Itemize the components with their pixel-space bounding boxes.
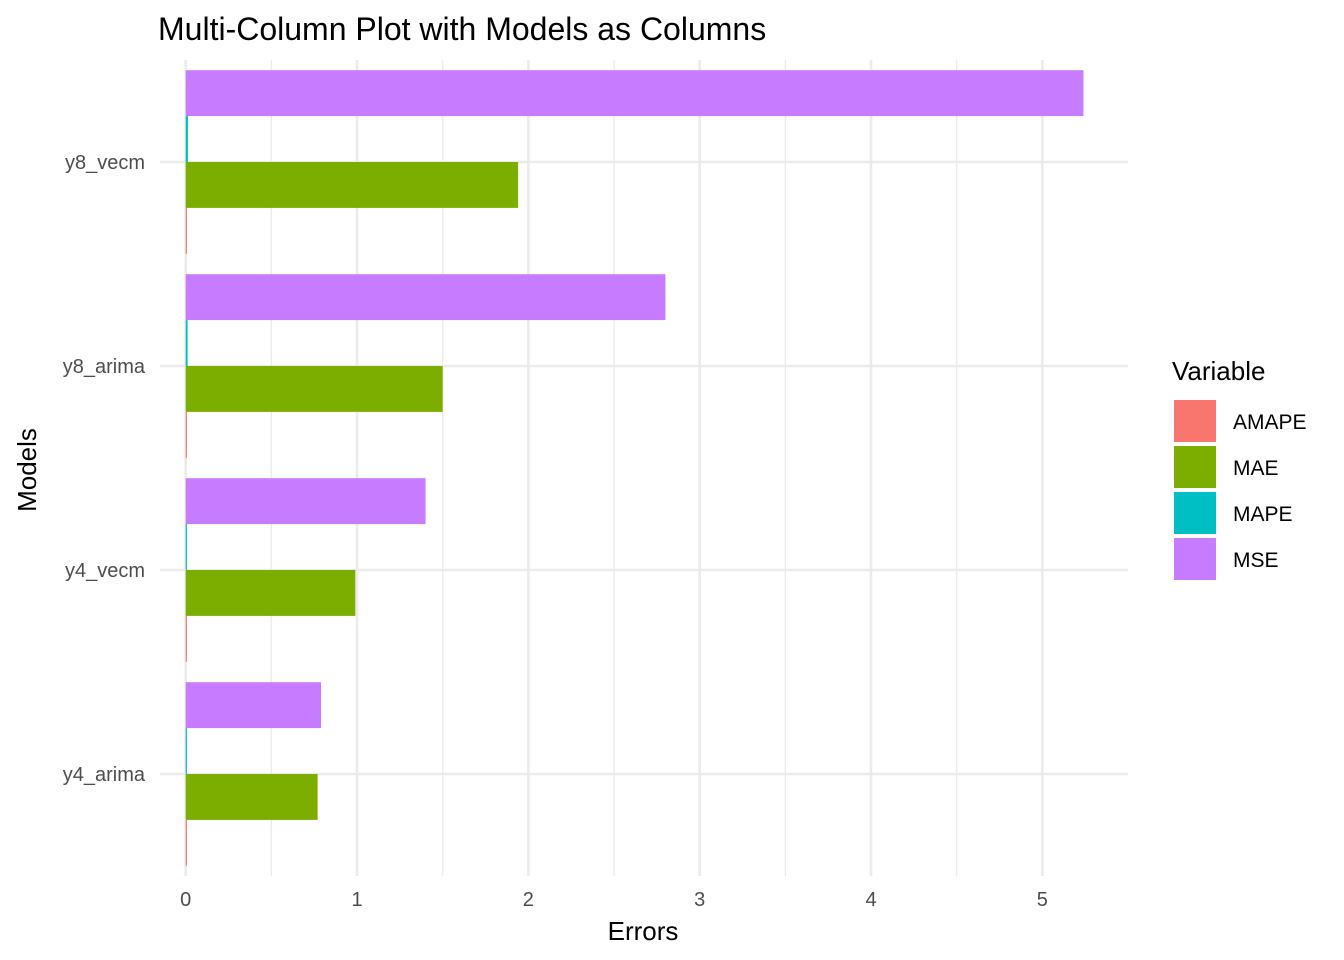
y-tick-label: y8_vecm <box>65 152 145 174</box>
bar-mape-y8-vecm <box>185 116 188 162</box>
bar-mse-y8-arima <box>185 274 666 321</box>
bar-amape-y4-arima <box>185 819 187 866</box>
x-tick-label: 1 <box>351 889 362 911</box>
bar-mae-y4-vecm <box>185 570 356 616</box>
x-tick-label: 3 <box>694 889 705 911</box>
bar-amape-y8-vecm <box>185 207 187 254</box>
bar-mse-y8-vecm <box>185 70 1084 117</box>
bar-amape-y8-arima <box>185 411 187 458</box>
legend-label: MAE <box>1233 457 1279 480</box>
legend-key-mse <box>1174 538 1216 580</box>
legend-label: MSE <box>1233 549 1279 572</box>
y-tick-label: y4_vecm <box>65 560 145 582</box>
x-tick-label: 2 <box>523 889 534 911</box>
legend-key-mape <box>1174 492 1216 534</box>
bar-mape-y4-arima <box>185 728 187 774</box>
legend-label: AMAPE <box>1233 411 1307 434</box>
bar-mse-y4-vecm <box>185 478 426 525</box>
legend: Variable AMAPE MAE MAPE MSE <box>1172 356 1307 580</box>
bar-mape-y8-arima <box>185 320 188 366</box>
bar-mape-y4-vecm <box>185 524 187 570</box>
chart-title: Multi-Column Plot with Models as Columns <box>158 11 766 47</box>
legend-title: Variable <box>1172 356 1265 386</box>
legend-items: AMAPE MAE MAPE MSE <box>1174 400 1307 580</box>
x-tick-labels: 0 1 2 3 4 5 <box>180 889 1048 911</box>
x-tick-label: 5 <box>1037 889 1048 911</box>
y-tick-label: y4_arima <box>63 764 146 786</box>
y-tick-labels: y4_arima y4_vecm y8_arima y8_vecm <box>63 152 146 786</box>
legend-label: MAPE <box>1233 503 1293 526</box>
bar-mae-y4-arima <box>185 774 318 820</box>
y-tick-label: y8_arima <box>63 356 146 378</box>
x-tick-label: 0 <box>180 889 191 911</box>
bars <box>185 70 1084 866</box>
y-axis-title: Models <box>12 428 42 512</box>
bar-mae-y8-arima <box>185 366 443 412</box>
legend-key-mae <box>1174 446 1216 488</box>
bar-mse-y4-arima <box>185 682 322 729</box>
legend-key-amape <box>1174 400 1216 442</box>
x-tick-label: 4 <box>865 889 876 911</box>
bar-mae-y8-vecm <box>185 162 519 208</box>
x-axis-title: Errors <box>608 916 679 946</box>
bar-amape-y4-vecm <box>185 615 187 662</box>
